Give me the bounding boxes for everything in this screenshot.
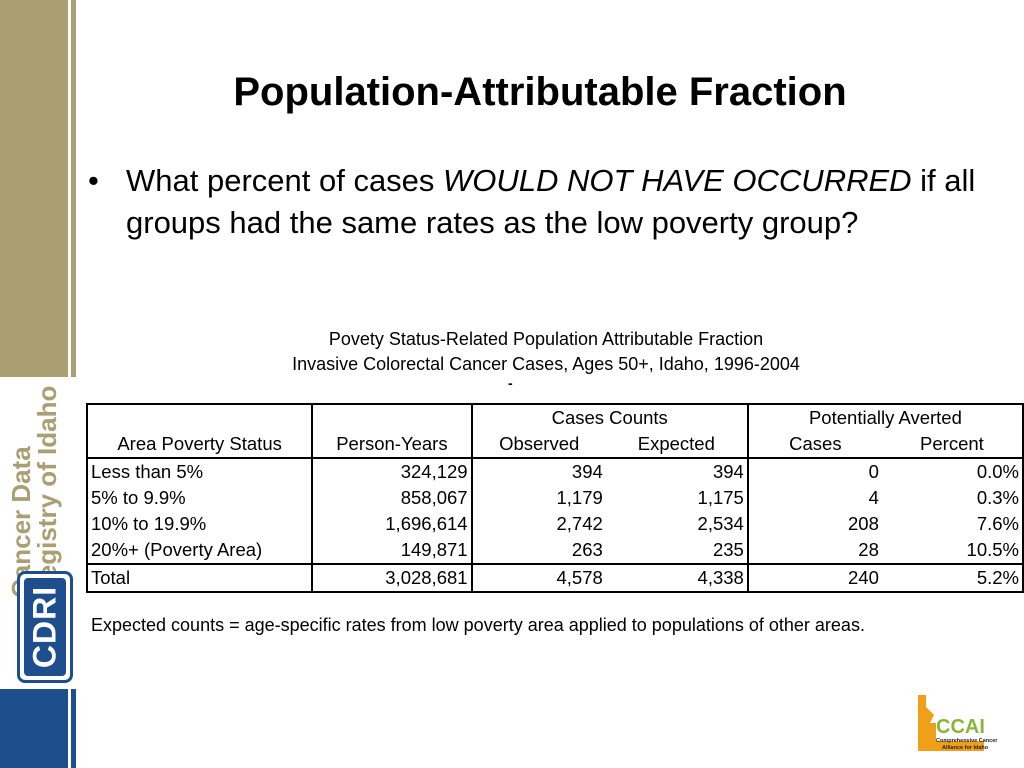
bullet-dot-icon: •: [88, 163, 99, 198]
table-row: Less than 5% 324,129 394 394 0 0.0%: [85, 458, 1024, 485]
cell-total-observed: 4,578: [470, 563, 606, 593]
header-averted-cases: Cases: [746, 431, 882, 459]
table-row: 20%+ (Poverty Area) 149,871 263 235 28 1…: [85, 537, 1024, 564]
ccai-acronym: CCAI: [936, 716, 985, 738]
paf-table: Cases Counts Potentially Averted Area Po…: [85, 403, 1024, 593]
bullet-text: What percent of cases WOULD NOT HAVE OCC…: [126, 160, 976, 244]
cell-person-years: 149,871: [311, 537, 472, 564]
cdri-acronym: CDRI: [26, 585, 63, 669]
header-person-years: Person-Years: [311, 431, 472, 459]
cell-observed: 2,742: [470, 511, 606, 537]
bullet-text-before: What percent of cases: [126, 163, 444, 198]
ccai-name-line1: Comprehensive Cancer: [936, 738, 998, 744]
header-averted-percent: Percent: [881, 431, 1024, 459]
cell-status: 5% to 9.9%: [85, 485, 313, 511]
cell-averted-cases: 0: [746, 458, 882, 485]
cell-expected: 2,534: [697, 513, 744, 534]
cell-expected: 394: [712, 461, 744, 482]
cell-observed: 263: [470, 537, 606, 564]
header-potentially-averted: Potentially Averted: [746, 403, 1024, 431]
ccai-name-line2: Alliance for Idaho: [942, 745, 989, 751]
table-footnote: Expected counts = age-specific rates fro…: [91, 615, 865, 635]
table-row: 10% to 19.9% 1,696,614 2,742 2,534 208 7…: [85, 511, 1024, 537]
bullet-emphasis: WOULD NOT HAVE OCCURRED: [443, 163, 912, 198]
cell-status: Less than 5%: [85, 458, 313, 485]
table-group-header-row: Cases Counts Potentially Averted: [85, 403, 1024, 431]
ccai-logo: CCAI Comprehensive Cancer Alliance for I…: [918, 695, 998, 751]
cell-averted-cases: 4: [746, 485, 882, 511]
sidebar-gold-band: [0, 0, 68, 377]
cell-total-averted-percent: 5.2%: [881, 563, 1024, 593]
cell-expected: 235: [712, 539, 744, 560]
cdri-logo-text: Cancer Data Registry of Idaho: [6, 358, 62, 598]
header-expected: Expected: [605, 431, 748, 459]
caption-mark: -: [508, 375, 513, 391]
caption-line-2: Invasive Colorectal Cancer Cases, Ages 5…: [292, 354, 800, 374]
idaho-shape-icon: [918, 695, 984, 751]
cell-averted-cases: 28: [746, 537, 882, 564]
cell-averted-cases: 208: [746, 511, 882, 537]
cell-person-years: 1,696,614: [311, 511, 472, 537]
sidebar-navy-band: [0, 689, 68, 768]
cell-total-expected: 4,338: [605, 563, 748, 593]
cell-person-years: 858,067: [311, 485, 472, 511]
logo-line-cancer-data: Cancer Data: [6, 446, 36, 598]
table-header-row: Area Poverty Status Person-Years Observe…: [85, 431, 1024, 459]
sidebar-gold-line: [71, 0, 76, 377]
cell-total-person-years: 3,028,681: [311, 563, 472, 593]
cell-total-label: Total: [85, 563, 313, 593]
cell-averted-percent: 0.3%: [881, 485, 1024, 511]
cell-averted-percent: 7.6%: [881, 511, 1024, 537]
cell-status: 10% to 19.9%: [85, 511, 313, 537]
cell-averted-percent: 0.0%: [881, 458, 1024, 485]
bullet-text-after: if all groups had the same rates as the …: [126, 163, 976, 240]
cell-expected: 1,175: [697, 487, 744, 508]
cell-observed: 1,179: [470, 485, 606, 511]
cell-observed: 394: [470, 458, 606, 485]
cell-status: 20%+ (Poverty Area): [85, 537, 313, 564]
caption-line-1: Povety Status-Related Population Attribu…: [328, 329, 764, 349]
header-cases-counts: Cases Counts: [470, 403, 748, 431]
header-area-poverty-status: Area Poverty Status: [85, 431, 313, 459]
table-row: 5% to 9.9% 858,067 1,179 1,175 4 0.3%: [85, 485, 1024, 511]
sidebar-navy-line: [71, 689, 76, 768]
header-observed: Observed: [470, 431, 606, 459]
slide-title: Population-Attributable Fraction: [233, 70, 847, 114]
cell-averted-percent: 10.5%: [881, 537, 1024, 564]
logo-line-registry: Registry of Idaho: [32, 385, 62, 598]
table-caption: Povety Status-Related Population Attribu…: [190, 327, 902, 377]
cell-total-averted-cases: 240: [746, 563, 882, 593]
cell-person-years: 324,129: [311, 458, 472, 485]
cdri-logo-badge: CDRI: [17, 571, 73, 683]
table-total-row: Total 3,028,681 4,578 4,338 240 5.2%: [85, 563, 1024, 593]
